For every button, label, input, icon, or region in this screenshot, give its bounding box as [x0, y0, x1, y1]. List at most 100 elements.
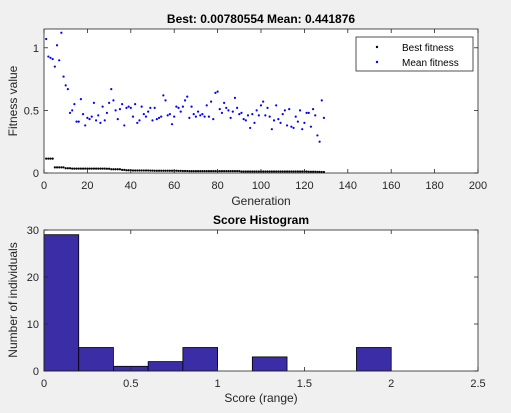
mean-fitness-point — [84, 124, 87, 127]
mean-fitness-point — [233, 96, 237, 99]
best-fitness-point — [296, 170, 299, 173]
histogram-y-tick-label: 0 — [33, 366, 39, 378]
mean-fitness-point — [205, 104, 208, 107]
best-fitness-point — [298, 170, 302, 173]
mean-fitness-point — [203, 115, 206, 118]
histogram-plot-frame — [43, 229, 479, 372]
mean-fitness-point — [94, 119, 98, 122]
best-fitness-point — [81, 167, 85, 170]
mean-fitness-point — [168, 113, 171, 116]
mean-fitness-point — [164, 99, 167, 102]
mean-fitness-point — [227, 109, 230, 112]
mean-fitness-point — [257, 114, 260, 117]
mean-fitness-point — [246, 114, 250, 117]
best-fitness-point — [277, 170, 280, 173]
best-fitness-point — [64, 167, 67, 170]
best-fitness-point — [149, 169, 152, 172]
best-fitness-point — [322, 170, 326, 174]
best-fitness-point — [66, 167, 69, 170]
fitness-plot-title: Best: 0.00780554 Mean: 0.441876 — [167, 12, 355, 26]
best-fitness-point — [268, 170, 271, 173]
best-fitness-point — [196, 170, 200, 173]
best-fitness-point — [140, 169, 143, 172]
best-fitness-point — [58, 166, 61, 169]
mean-fitness-point — [307, 111, 310, 114]
mean-fitness-point — [134, 103, 137, 106]
fitness-x-tick-label: 80 — [211, 180, 223, 192]
best-fitness-point — [244, 170, 247, 173]
mean-fitness-point — [138, 119, 141, 122]
best-fitness-point — [288, 170, 291, 173]
best-fitness-point — [279, 170, 282, 173]
mean-fitness-point — [49, 56, 52, 59]
best-fitness-point — [114, 168, 117, 171]
best-fitness-point — [290, 170, 293, 173]
best-fitness-point — [121, 168, 124, 171]
best-fitness-point — [272, 170, 276, 173]
mean-fitness-point — [318, 140, 321, 143]
mean-fitness-point — [64, 84, 67, 87]
best-fitness-point — [318, 170, 321, 173]
best-fitness-point — [255, 170, 258, 173]
best-fitness-point — [183, 169, 187, 173]
mean-fitness-point — [292, 126, 295, 130]
best-fitness-point — [88, 167, 91, 170]
histogram-x-tick-label: 0.5 — [123, 378, 138, 390]
best-fitness-point — [103, 167, 106, 170]
best-fitness-point — [155, 169, 158, 172]
legend-box — [355, 36, 474, 72]
best-fitness-point — [305, 170, 308, 173]
best-fitness-point — [105, 167, 109, 170]
histogram-x-tick-label: 1.5 — [297, 378, 312, 390]
best-fitness-point — [53, 166, 56, 169]
mean-fitness-point — [266, 106, 269, 109]
mean-fitness-point — [47, 55, 50, 58]
mean-fitness-point — [116, 118, 119, 121]
best-fitness-point — [223, 170, 226, 173]
best-fitness-point — [307, 170, 310, 173]
mean-fitness-point — [118, 108, 122, 111]
fitness-y-tick-label: 0 — [33, 168, 39, 180]
histogram-title: Score Histogram — [213, 213, 309, 227]
mean-fitness-point — [60, 31, 63, 34]
mean-fitness-point — [147, 110, 150, 113]
mean-fitness-point — [281, 113, 284, 116]
mean-fitness-point — [238, 113, 241, 116]
mean-fitness-point — [298, 109, 302, 112]
best-fitness-point — [147, 169, 150, 172]
best-fitness-point — [249, 170, 252, 173]
histogram-x-tick-label: 2 — [388, 378, 394, 390]
mean-fitness-point — [108, 101, 111, 104]
mean-fitness-point — [305, 111, 308, 114]
mean-fitness-point — [244, 119, 247, 122]
best-fitness-point — [242, 170, 245, 173]
best-fitness-point — [251, 170, 254, 173]
mean-fitness-point — [123, 124, 126, 127]
best-fitness-point — [97, 167, 100, 170]
mean-fitness-point — [99, 121, 102, 125]
histogram-y-tick-label: 20 — [27, 272, 39, 284]
mean-fitness-point — [162, 94, 165, 97]
mean-fitness-point — [322, 116, 326, 119]
mean-fitness-point — [129, 106, 132, 109]
best-fitness-point — [84, 167, 87, 170]
mean-fitness-point — [77, 120, 80, 123]
legend-best-fitness-marker — [375, 45, 379, 49]
mean-fitness-point — [186, 95, 189, 98]
best-fitness-point — [225, 170, 228, 173]
best-fitness-point — [73, 167, 76, 170]
fitness-y-tick-label: 1 — [33, 43, 39, 55]
best-fitness-point — [71, 167, 74, 170]
best-fitness-point — [162, 169, 165, 172]
best-fitness-point — [227, 170, 230, 173]
legend-best-fitness-label: Best fitness — [402, 43, 454, 54]
mean-fitness-point — [90, 115, 93, 118]
best-fitness-point — [192, 170, 195, 173]
best-fitness-point — [112, 168, 115, 171]
mean-fitness-point — [88, 118, 91, 121]
histogram-x-ticks: 0 0.5 1 1.5 2 2.5 — [41, 230, 486, 390]
best-fitness-series — [45, 157, 326, 174]
best-fitness-point — [177, 169, 180, 172]
mean-fitness-point — [58, 59, 61, 62]
mean-fitness-point — [75, 120, 78, 123]
